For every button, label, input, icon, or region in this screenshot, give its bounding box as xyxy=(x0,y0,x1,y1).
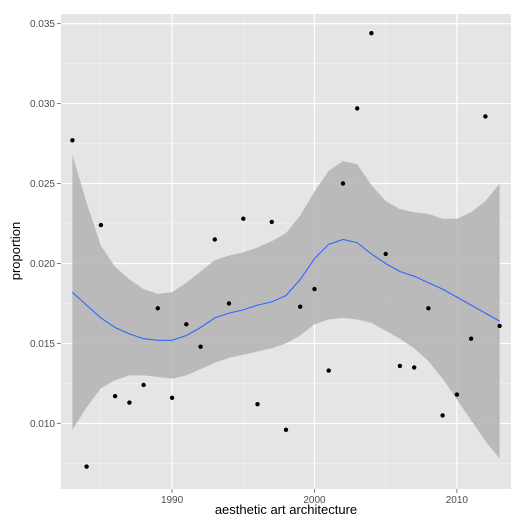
y-tick-label: 0.015 xyxy=(30,339,55,350)
data-point xyxy=(326,368,331,373)
confidence-ribbon xyxy=(72,154,500,459)
data-point xyxy=(355,106,360,111)
data-point xyxy=(98,222,104,228)
data-point xyxy=(412,365,417,370)
y-tick-label: 0.030 xyxy=(30,99,55,110)
data-point xyxy=(70,138,75,143)
data-point xyxy=(141,382,146,388)
data-point xyxy=(298,304,303,309)
data-point xyxy=(269,219,274,225)
data-point xyxy=(483,114,488,119)
x-tick-label: 1990 xyxy=(161,495,184,506)
data-point xyxy=(397,363,403,369)
data-point xyxy=(369,31,374,36)
data-points xyxy=(70,31,502,469)
data-point xyxy=(312,286,317,292)
data-point xyxy=(440,413,445,418)
data-point xyxy=(383,251,388,257)
data-point xyxy=(454,392,460,397)
data-point xyxy=(155,306,160,311)
x-axis-ticks: 1990 2000 2010 xyxy=(161,489,468,506)
data-point xyxy=(84,464,89,469)
x-tick-label: 2010 xyxy=(446,495,469,506)
data-point xyxy=(468,336,474,341)
data-point xyxy=(340,181,346,186)
data-point xyxy=(212,237,217,242)
y-axis-ticks: 0.010 0.015 0.020 0.025 0.030 0.035 xyxy=(30,19,61,430)
data-point xyxy=(184,322,189,327)
data-point xyxy=(241,216,246,221)
data-point xyxy=(112,394,118,399)
data-point xyxy=(198,344,203,349)
y-tick-label: 0.025 xyxy=(30,179,55,190)
data-point xyxy=(497,323,502,329)
data-point xyxy=(255,402,260,407)
data-point xyxy=(226,301,232,306)
data-point xyxy=(426,306,431,311)
x-tick-label: 2000 xyxy=(303,495,326,506)
y-tick-label: 0.020 xyxy=(30,259,55,270)
y-axis-title: proportion xyxy=(8,222,23,281)
x-axis-title: aesthetic art architecture xyxy=(215,502,357,517)
data-point xyxy=(169,395,175,400)
data-point xyxy=(127,400,132,405)
smooth-trend-line xyxy=(72,238,500,341)
y-tick-label: 0.010 xyxy=(30,419,55,430)
data-point xyxy=(283,427,289,432)
y-tick-label: 0.035 xyxy=(30,19,55,30)
